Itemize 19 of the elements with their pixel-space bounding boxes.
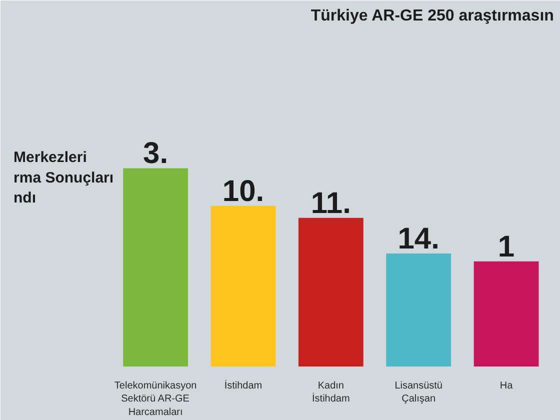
- bar: [210, 206, 276, 366]
- annotation: 1: [498, 230, 515, 264]
- bar: [474, 261, 539, 366]
- bar: [298, 218, 364, 366]
- annotation: rma Sonuçları: [14, 169, 114, 186]
- annotation: 10.: [222, 174, 264, 208]
- bar: [123, 168, 188, 366]
- annotation: 11.: [310, 186, 351, 220]
- chart-title: Türkiye AR-GE 250 araştırmasın: [310, 8, 554, 24]
- x-tick-label: Lisansüstü Çalışan: [394, 380, 443, 405]
- text: ndı: [14, 190, 36, 206]
- x-tick-label: Kadın İstihdam: [312, 380, 350, 405]
- annotation: 14.: [398, 222, 440, 256]
- bar: [386, 254, 452, 366]
- annotation: 3.: [143, 137, 168, 170]
- x-tick-label: Ha: [500, 380, 514, 392]
- x-tick-label: Telekomünikasyon Sektörü AR-GE Harcamaları: [114, 380, 197, 418]
- text: Merkezleri: [14, 149, 87, 166]
- x-tick-label: İstihdam: [224, 380, 262, 392]
